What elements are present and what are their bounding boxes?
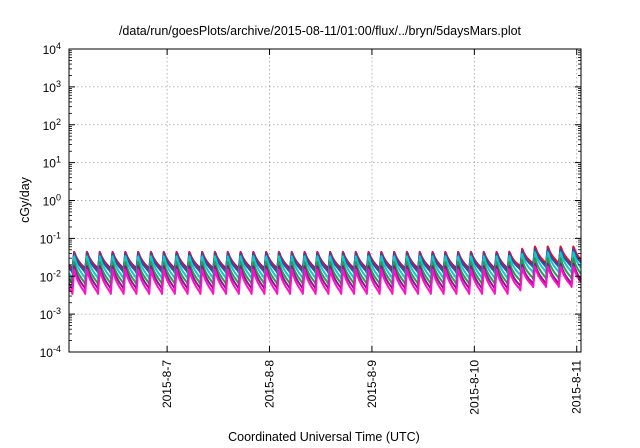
x-tick-label: 2015-8-7 <box>160 360 174 408</box>
x-tick-label: 2015-8-8 <box>263 360 277 408</box>
y-tick-label: 100 <box>43 193 61 209</box>
y-tick-label: 10-2 <box>40 268 61 284</box>
x-tick-label: 2015-8-10 <box>467 360 481 415</box>
series-group <box>68 245 582 295</box>
series-line-7 <box>68 265 582 295</box>
grid <box>69 49 581 352</box>
x-axis-label: Coordinated Universal Time (UTC) <box>228 430 420 444</box>
y-axis-ticks: 10-4 10-3 10-2 10-1 100 101 102 103 104 <box>40 41 581 360</box>
y-tick-label: 10-4 <box>40 344 61 360</box>
x-tick-label: 2015-8-11 <box>570 360 584 414</box>
y-tick-label: 102 <box>43 117 61 133</box>
y-tick-label: 10-1 <box>40 230 61 246</box>
x-tick-label: 2015-8-9 <box>365 360 379 408</box>
y-tick-label: 10-3 <box>40 306 61 322</box>
y-axis-label: cGy/day <box>18 176 32 223</box>
chart-title: /data/run/goesPlots/archive/2015-08-11/0… <box>119 24 522 38</box>
series-line-5 <box>68 257 582 286</box>
y-tick-label: 104 <box>43 41 61 57</box>
y-tick-label: 103 <box>43 79 61 95</box>
series-line-3 <box>68 248 582 274</box>
y-tick-label: 101 <box>43 155 61 171</box>
x-axis-ticks: 2015-8-7 2015-8-8 2015-8-9 2015-8-10 2015-8-… <box>160 49 584 415</box>
